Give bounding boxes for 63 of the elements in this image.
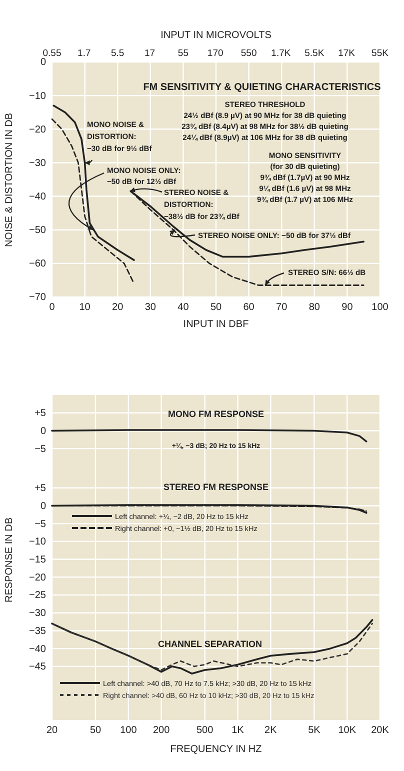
x2-tick-label: 0.55 bbox=[42, 48, 62, 59]
x-tick-label: 10 bbox=[79, 302, 91, 314]
text: MONO FM RESPONSE bbox=[168, 409, 264, 419]
x-tick-label: 70 bbox=[276, 302, 288, 314]
x-tick-label: 20 bbox=[46, 725, 58, 736]
x-axis-title: FREQUENCY IN HZ bbox=[170, 744, 262, 755]
x2-tick-label: 170 bbox=[207, 48, 224, 59]
x-tick-label: 40 bbox=[178, 302, 190, 314]
x-tick-label: 1K bbox=[232, 725, 244, 736]
x-tick-label: 10K bbox=[338, 725, 356, 736]
y-tick-label: −70 bbox=[29, 292, 46, 304]
x-tick-label: 50 bbox=[90, 725, 102, 736]
x2-tick-label: 55K bbox=[372, 48, 390, 59]
y-tick-label: −15 bbox=[29, 554, 46, 566]
y-tick-label: −5 bbox=[34, 444, 46, 455]
y-tick-label: −5 bbox=[34, 518, 46, 530]
x-axis-title: INPUT IN DBF bbox=[183, 319, 249, 330]
x-tick-label: 100 bbox=[372, 302, 389, 314]
x2-tick-label: 17K bbox=[338, 48, 356, 59]
x2-tick-label: 17 bbox=[144, 48, 156, 59]
y-axis-title: NOISE & DISTORTION IN DB bbox=[4, 112, 15, 248]
text: STEREO FM RESPONSE bbox=[163, 482, 269, 492]
y-tick-label: −25 bbox=[29, 590, 46, 602]
y-tick-label: −20 bbox=[29, 572, 46, 584]
y-tick-label: +5 bbox=[34, 483, 46, 494]
y-tick-label: −10 bbox=[29, 536, 46, 548]
y-tick-label: −30 bbox=[29, 158, 46, 169]
x-tick-label: 5K bbox=[308, 725, 321, 736]
x2-axis-title: INPUT IN MICROVOLTS bbox=[160, 30, 272, 41]
text: FM SENSITIVITY & QUIETING CHARACTERISTICS bbox=[143, 82, 382, 93]
x2-tick-label: 550 bbox=[240, 48, 257, 59]
y-tick-label: −35 bbox=[29, 626, 46, 637]
y-tick-label: −20 bbox=[29, 124, 46, 136]
y-tick-label: 0 bbox=[40, 426, 46, 437]
x2-tick-label: 1.7 bbox=[78, 48, 91, 59]
y-tick-label: −45 bbox=[29, 662, 46, 673]
y-axis-title: RESPONSE IN DB bbox=[4, 517, 15, 603]
x-tick-label: 50 bbox=[210, 302, 222, 314]
x-tick-label: 2K bbox=[264, 725, 278, 736]
x-tick-label: 30 bbox=[144, 302, 156, 314]
y-tick-label: −60 bbox=[29, 258, 46, 270]
x2-tick-label: 5.5K bbox=[304, 48, 325, 59]
x-tick-label: 90 bbox=[342, 302, 354, 314]
x-tick-label: 20K bbox=[371, 725, 390, 736]
x-tick-label: 80 bbox=[308, 302, 320, 314]
x-tick-label: 200 bbox=[152, 725, 170, 736]
y-tick-label: 0 bbox=[40, 500, 46, 512]
x-tick-label: 20 bbox=[112, 302, 124, 314]
x-tick-label: 60 bbox=[243, 302, 255, 314]
y-tick-label: −30 bbox=[29, 608, 46, 620]
x2-tick-label: 55 bbox=[178, 48, 188, 59]
y-tick-label: 0 bbox=[40, 57, 46, 68]
y-tick-label: −10 bbox=[29, 90, 46, 102]
y-tick-label: +5 bbox=[34, 408, 46, 420]
x-tick-label: 100 bbox=[120, 725, 138, 736]
y-tick-label: −40 bbox=[29, 644, 46, 655]
x-tick-label: 500 bbox=[196, 725, 214, 736]
y-tick-label: −50 bbox=[29, 225, 46, 236]
x2-tick-label: 1.7K bbox=[271, 48, 292, 59]
annotation: CHANNEL SEPARATION bbox=[158, 639, 262, 649]
y-tick-label: −40 bbox=[29, 191, 46, 202]
x-tick-label: 0 bbox=[49, 302, 56, 314]
x2-tick-label: 5.5 bbox=[110, 48, 124, 59]
